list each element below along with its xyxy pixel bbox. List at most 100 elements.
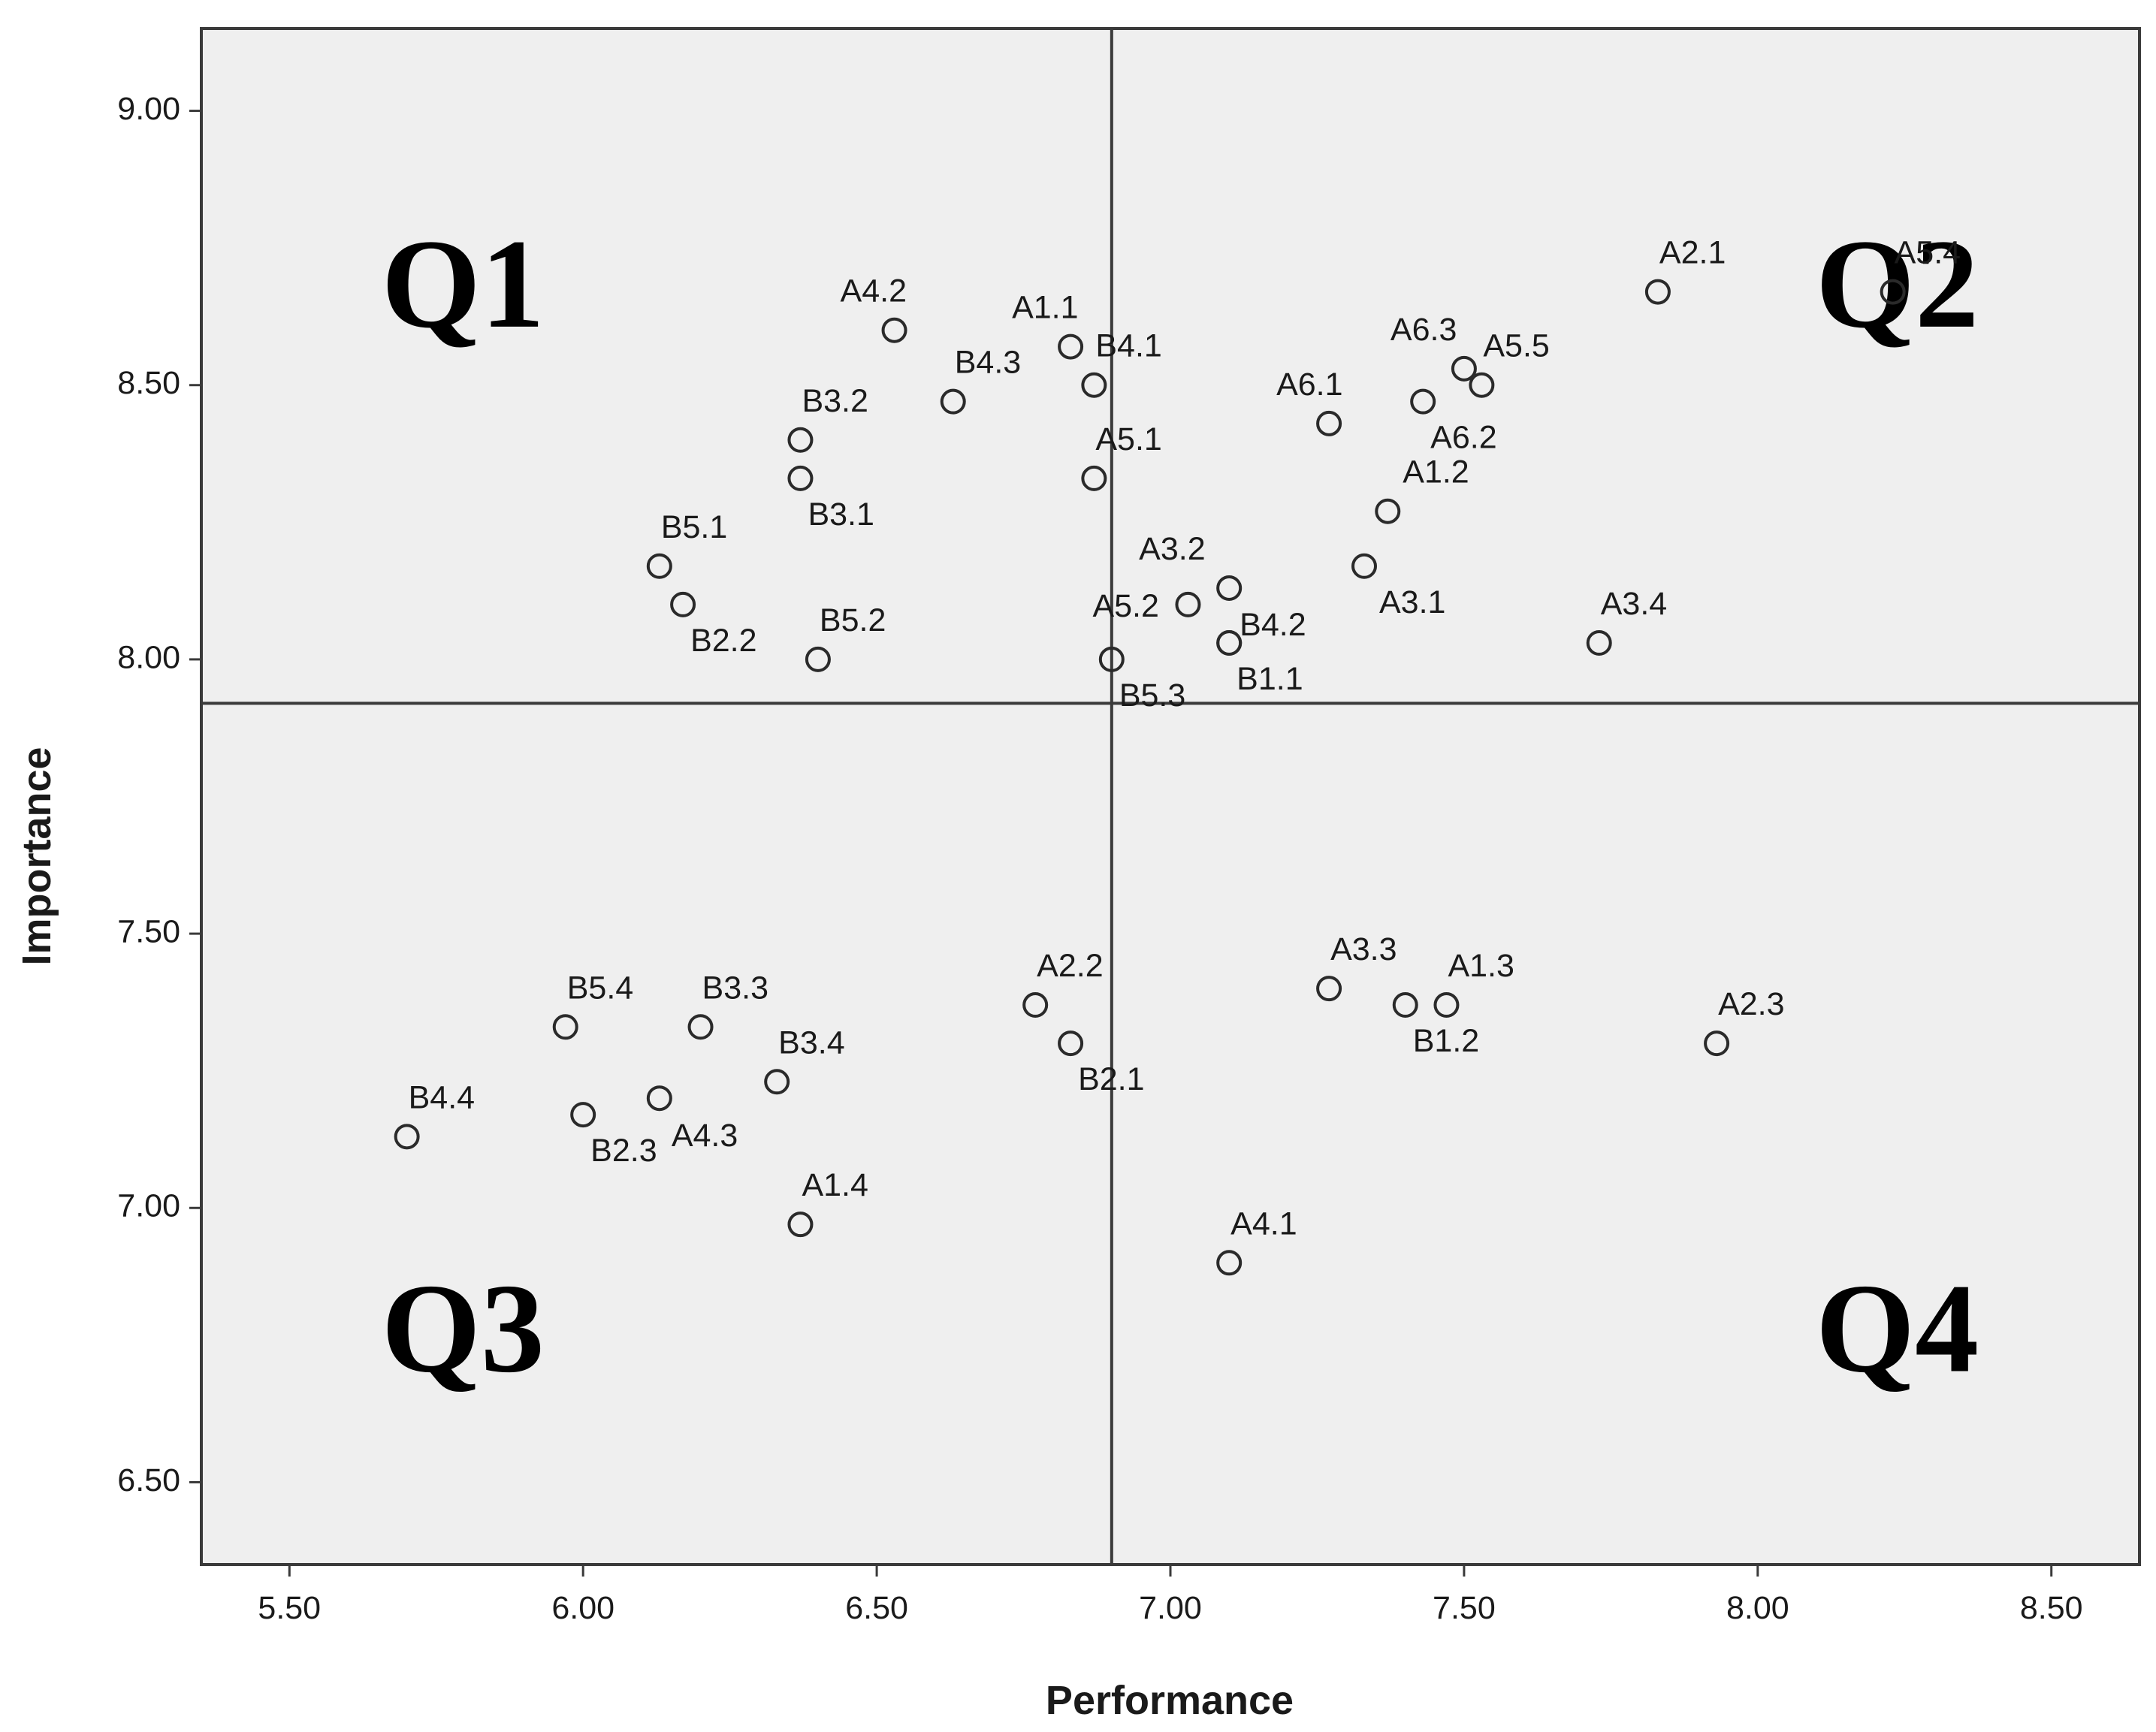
data-point xyxy=(570,1102,596,1128)
y-tick-label: 8.50 xyxy=(117,365,180,401)
data-point xyxy=(1081,465,1107,491)
data-point xyxy=(1644,279,1671,305)
data-point xyxy=(552,1014,578,1040)
x-tick-label: 7.50 xyxy=(1433,1590,1496,1626)
data-point xyxy=(1081,372,1107,398)
data-point xyxy=(1058,333,1084,360)
x-tick-label: 7.00 xyxy=(1139,1590,1202,1626)
data-label: B2.2 xyxy=(690,623,756,659)
quadrant-label-q3: Q3 xyxy=(382,1257,545,1399)
data-label: B4.4 xyxy=(409,1079,475,1115)
y-tick-label: 7.50 xyxy=(117,913,180,949)
data-point xyxy=(394,1124,420,1150)
data-label: B1.1 xyxy=(1237,661,1303,697)
data-label: B2.3 xyxy=(590,1133,657,1169)
data-label: B4.1 xyxy=(1095,328,1161,364)
data-label: B3.2 xyxy=(802,383,868,419)
data-points xyxy=(394,279,1906,1276)
data-label: A1.4 xyxy=(802,1167,868,1203)
data-point xyxy=(646,1085,672,1112)
data-label: A2.3 xyxy=(1718,986,1784,1022)
data-point xyxy=(1058,1030,1084,1057)
data-point xyxy=(1451,355,1477,382)
data-point xyxy=(1175,591,1201,617)
data-point xyxy=(1316,976,1342,1002)
data-point xyxy=(1316,410,1342,436)
reference-lines xyxy=(201,29,2139,1565)
data-label: A6.3 xyxy=(1391,312,1457,348)
data-label: B2.1 xyxy=(1078,1061,1144,1097)
data-label: A3.3 xyxy=(1330,931,1397,967)
data-label: B5.3 xyxy=(1119,677,1185,714)
data-label: B5.1 xyxy=(661,509,727,545)
data-point xyxy=(1586,630,1612,656)
data-point xyxy=(1704,1030,1730,1057)
data-label: B3.1 xyxy=(808,496,874,533)
data-label: A6.2 xyxy=(1430,420,1496,456)
data-label: B1.2 xyxy=(1413,1023,1479,1059)
data-point xyxy=(1098,646,1125,672)
data-point xyxy=(687,1014,714,1040)
quadrant-labels: Q1 Q2 Q3 Q4 xyxy=(382,213,1979,1399)
x-tick-label: 5.50 xyxy=(258,1590,321,1626)
data-point xyxy=(1469,372,1495,398)
x-tick-label: 8.50 xyxy=(2020,1590,2083,1626)
data-point xyxy=(881,317,907,343)
plot-area xyxy=(200,27,2141,1566)
data-label: A5.1 xyxy=(1095,421,1161,457)
x-axis-title: Performance xyxy=(1046,1678,1294,1723)
data-point xyxy=(1375,498,1401,524)
y-axis-title: Importance xyxy=(14,747,59,965)
y-tick-label: 6.50 xyxy=(117,1462,180,1498)
x-tick-label: 6.00 xyxy=(551,1590,614,1626)
data-label: B3.4 xyxy=(778,1024,844,1061)
data-label: B4.2 xyxy=(1240,607,1306,643)
data-point xyxy=(1351,553,1377,579)
data-label: B4.3 xyxy=(955,345,1021,381)
data-label: A3.4 xyxy=(1601,586,1667,622)
data-label: A2.1 xyxy=(1659,235,1726,271)
data-label: A2.2 xyxy=(1037,948,1103,984)
data-label: A4.3 xyxy=(672,1118,738,1154)
data-point xyxy=(670,591,696,617)
y-tick-label: 8.00 xyxy=(117,639,180,675)
data-point xyxy=(787,465,814,491)
data-point xyxy=(1410,388,1436,415)
data-point xyxy=(1433,992,1460,1018)
data-point xyxy=(1022,992,1049,1018)
data-label: A5.2 xyxy=(1092,588,1158,624)
data-point xyxy=(1392,992,1418,1018)
quadrant-label-q2: Q2 xyxy=(1816,213,1979,355)
data-label: B5.4 xyxy=(567,970,633,1006)
data-label: A1.2 xyxy=(1403,454,1469,490)
data-point xyxy=(787,1211,814,1238)
x-axis: 5.50 6.00 6.50 7.00 7.50 8.00 8.50 xyxy=(258,1565,2083,1626)
y-axis: 6.50 7.00 7.50 8.00 8.50 9.00 xyxy=(117,91,201,1498)
data-label: A3.1 xyxy=(1379,584,1445,620)
x-tick-label: 8.00 xyxy=(1726,1590,1789,1626)
data-label: B3.3 xyxy=(702,970,768,1006)
quadrant-label-q1: Q1 xyxy=(382,213,545,355)
data-label: A4.2 xyxy=(841,273,907,309)
point-labels: A4.2 A1.1 B4.1 B4.3 B3.2 B3.1 A5.1 B5.1 B2.2 B5.2… xyxy=(409,235,1961,1242)
y-tick-label: 7.00 xyxy=(117,1188,180,1224)
data-label: A1.3 xyxy=(1448,948,1514,984)
data-point xyxy=(764,1069,790,1095)
data-point xyxy=(646,553,672,579)
data-point xyxy=(1216,575,1243,601)
y-tick-label: 9.00 xyxy=(117,91,180,127)
data-point xyxy=(1880,279,1906,305)
data-point xyxy=(1216,630,1243,656)
x-tick-label: 6.50 xyxy=(845,1590,908,1626)
data-label: B5.2 xyxy=(820,602,886,638)
data-label: A5.5 xyxy=(1483,328,1549,364)
data-point xyxy=(940,388,966,415)
data-point xyxy=(805,646,831,672)
data-point xyxy=(787,427,814,453)
quadrant-label-q4: Q4 xyxy=(1816,1257,1979,1399)
data-label: A5.4 xyxy=(1895,235,1961,271)
data-point xyxy=(1216,1250,1243,1276)
data-label: A3.2 xyxy=(1139,531,1205,567)
data-label: A4.1 xyxy=(1230,1205,1297,1242)
